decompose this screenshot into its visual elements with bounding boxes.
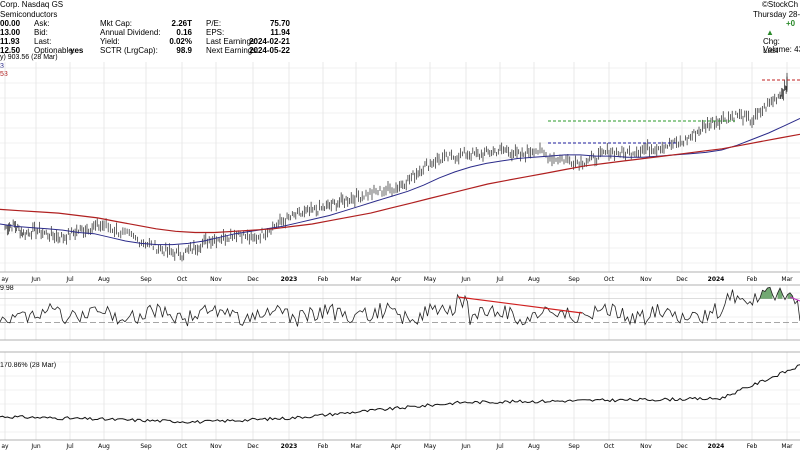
- bid-label: Bid:: [34, 28, 48, 37]
- price-legend-1: 3: [0, 63, 4, 70]
- x-tick-label-top: Feb: [747, 276, 758, 283]
- x-tick-label-top: Dec: [676, 276, 688, 283]
- chg-label: Chg:: [763, 37, 780, 46]
- dividend-value: 0.16: [176, 28, 192, 37]
- x-tick-label-bottom: Oct: [177, 443, 188, 450]
- rsi-overbought-fill: [760, 287, 793, 299]
- date-label: Thursday 28-M: [753, 10, 800, 19]
- chg-value: +0: [786, 19, 796, 28]
- yield-label: Yield:: [100, 37, 120, 46]
- eps-value: 11.94: [270, 28, 290, 37]
- x-tick-label-bottom: 2023: [281, 443, 298, 450]
- x-tick-label-top: Oct: [604, 276, 615, 283]
- price-overlay-label: y) 903.56 (28 Mar): [0, 54, 58, 61]
- x-tick-label-top: Sep: [140, 276, 152, 283]
- x-tick-label-bottom: Dec: [247, 443, 259, 450]
- mktcap-label: Mkt Cap:: [100, 19, 133, 28]
- x-tick-label-top: Jun: [460, 276, 471, 283]
- x-tick-label-bottom: Jun: [460, 443, 471, 450]
- x-tick-label-top: Nov: [210, 276, 222, 283]
- next-earnings-label: Next Earnings:: [206, 46, 259, 55]
- x-tick-label-bottom: Dec: [676, 443, 688, 450]
- x-tick-label-top: 2024: [708, 276, 725, 283]
- x-tick-label-top: May: [424, 276, 437, 283]
- x-tick-label-bottom: Nov: [640, 443, 652, 450]
- x-tick-label-bottom: Aug: [528, 443, 540, 450]
- x-tick-label-top: Oct: [177, 276, 188, 283]
- last-right-label: Last: [763, 46, 779, 55]
- low-value: 11.93: [0, 37, 20, 46]
- eps-label: EPS:: [206, 28, 225, 37]
- x-tick-label-top: Mar: [781, 276, 793, 283]
- close-value: 12.50: [0, 46, 21, 55]
- x-tick-label-bottom: Apr: [391, 443, 402, 450]
- x-tick-label-top: Feb: [318, 276, 329, 283]
- recent-divergence-line: [789, 296, 800, 302]
- x-tick-label-bottom: Mar: [781, 443, 793, 450]
- brand-label: ©StockCh: [762, 0, 799, 9]
- x-tick-label-top: Aug: [528, 276, 540, 283]
- x-axis-ticks: ay ay Jun Jun Jul Jul Aug Aug Sep Sep Oct Oct Nov Nov…: [1, 276, 793, 450]
- divergence-line: [457, 296, 583, 314]
- price-legend-2: 53: [0, 71, 8, 78]
- x-tick-label-bottom: Nov: [210, 443, 222, 450]
- pe-label: P/E:: [206, 19, 222, 28]
- sma200-line: [0, 133, 800, 234]
- x-tick-label-bottom: 2024: [708, 443, 725, 450]
- sctr-label: SCTR (LrgCap):: [100, 46, 158, 55]
- optionable-value: yes: [70, 46, 84, 55]
- x-tick-label-top: ay: [1, 276, 9, 283]
- x-tick-label-bottom: Mar: [350, 443, 362, 450]
- dividend-label: Annual Dividend:: [100, 28, 161, 37]
- next-earnings-value: 2024-05-22: [249, 46, 290, 55]
- x-tick-label-bottom: Feb: [747, 443, 758, 450]
- last-earnings-value: 2024-02-21: [249, 37, 290, 46]
- rsi-line: [0, 286, 800, 327]
- price-panel: [0, 72, 800, 262]
- x-tick-label-top: Apr: [391, 276, 402, 283]
- x-tick-label-bottom: Jul: [65, 443, 74, 450]
- x-tick-label-top: Nov: [640, 276, 652, 283]
- x-tick-label-top: Jul: [65, 276, 74, 283]
- up-arrow-icon: ▲: [766, 28, 774, 37]
- x-tick-label-top: Jul: [495, 276, 504, 283]
- x-tick-label-top: Sep: [568, 276, 580, 283]
- relative-panel: [0, 364, 800, 424]
- x-tick-label-bottom: Jun: [30, 443, 41, 450]
- high-value: 13.00: [0, 28, 21, 37]
- mktcap-value: 2.26T: [171, 19, 192, 28]
- x-tick-label-top: Mar: [350, 276, 362, 283]
- x-tick-label-bottom: Sep: [140, 443, 152, 450]
- panel-borders: [0, 271, 800, 441]
- ask-label: Ask:: [34, 19, 50, 28]
- open-value: 00.00: [0, 19, 21, 28]
- chart-title: Corp. Nasdaq GS: [0, 0, 64, 9]
- x-tick-label-bottom: Jul: [495, 443, 504, 450]
- x-tick-label-bottom: ay: [1, 443, 9, 450]
- x-tick-label-bottom: May: [424, 443, 437, 450]
- sctr-value: 98.9: [176, 46, 192, 55]
- x-tick-label-top: 2023: [281, 276, 298, 283]
- x-tick-label-top: Dec: [247, 276, 259, 283]
- volume-label-visible: Volume: 43,5: [763, 45, 800, 54]
- x-tick-label-bottom: Sep: [568, 443, 580, 450]
- relative-line: [0, 364, 800, 424]
- rsi-overlay-label: 9.98: [0, 285, 14, 292]
- last-earnings-label: Last Earnings:: [206, 37, 258, 46]
- x-tick-label-bottom: Aug: [98, 443, 110, 450]
- last-label: Last:: [34, 37, 52, 46]
- x-tick-label-top: Aug: [98, 276, 110, 283]
- x-tick-label-bottom: Oct: [604, 443, 615, 450]
- optionable-label: Optionable:: [34, 46, 75, 55]
- pe-value: 75.70: [269, 19, 290, 28]
- relative-overlay-label: 170.86% (28 Mar): [0, 362, 57, 369]
- chart-header: Corp. Nasdaq GS Semiconductors 00.00 13.…: [0, 0, 800, 62]
- x-tick-label-bottom: Feb: [318, 443, 329, 450]
- x-tick-label-top: Jun: [30, 276, 41, 283]
- sector-label: Semiconductors: [0, 10, 58, 19]
- yield-value: 0.02%: [169, 37, 192, 46]
- rsi-panel: [0, 286, 800, 327]
- grid-lines: [0, 62, 800, 440]
